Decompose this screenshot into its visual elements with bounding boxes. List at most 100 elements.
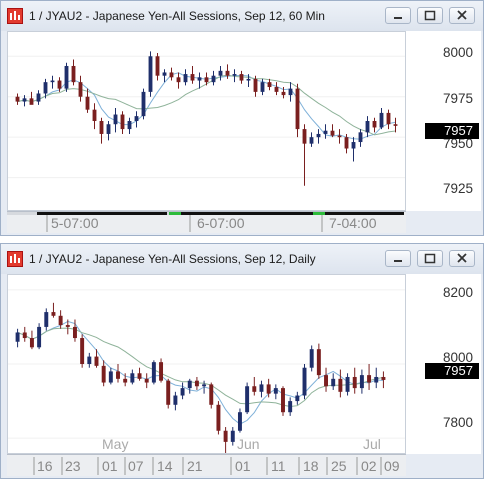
candle-down xyxy=(116,371,120,379)
minimize-icon xyxy=(394,17,402,19)
candle-down xyxy=(330,130,335,136)
candle-up xyxy=(345,376,350,392)
x-tick-label: 01 xyxy=(102,458,118,474)
candle-up xyxy=(202,384,207,387)
candle-down xyxy=(324,375,329,387)
candle-down xyxy=(85,96,90,110)
x-tick-label: 6-07:00 xyxy=(197,215,245,231)
candle-down xyxy=(281,91,286,96)
title-bar[interactable]: 1 / JYAU2 - Japanese Yen-All Sessions, S… xyxy=(1,244,483,274)
candle-down xyxy=(302,129,307,144)
candle-down xyxy=(239,74,244,81)
restore-icon xyxy=(424,10,436,21)
y-tick-label: 8200 xyxy=(442,285,473,300)
x-tick-label: 09 xyxy=(384,458,400,474)
candle-up xyxy=(273,388,278,394)
candle-down xyxy=(252,386,257,392)
candle-down xyxy=(337,135,342,138)
candle-down xyxy=(176,77,181,83)
candle-up xyxy=(316,133,321,138)
candle-up xyxy=(180,388,185,396)
candle-down xyxy=(281,388,285,413)
price-axis[interactable]: 8000 7975 7950 7925 7957 xyxy=(406,31,481,211)
candle-down xyxy=(92,109,97,121)
candle-down xyxy=(78,82,83,97)
restore-button[interactable] xyxy=(417,7,443,24)
candle-up xyxy=(323,130,328,134)
window-title: 1 / JYAU2 - Japanese Yen-All Sessions, S… xyxy=(29,9,325,23)
candle-up xyxy=(134,116,139,121)
price-plot-area[interactable] xyxy=(7,31,406,211)
candle-down xyxy=(253,78,258,92)
minimize-button[interactable] xyxy=(385,250,411,267)
restore-button[interactable] xyxy=(417,250,443,267)
candle-up xyxy=(141,91,146,117)
candle-up xyxy=(379,112,384,128)
candle-down xyxy=(22,332,27,339)
candle-up xyxy=(148,56,153,92)
time-axis[interactable]: 16 23 01 07 14 21 01 11 18 25 02 09 xyxy=(7,454,406,476)
candle-down xyxy=(316,349,321,376)
candle-up xyxy=(44,312,49,327)
x-tick-label: 23 xyxy=(65,458,81,474)
candle-down xyxy=(266,384,271,394)
candle-down xyxy=(367,375,372,383)
y-tick-label: 8000 xyxy=(442,350,473,365)
candle-up xyxy=(246,78,251,81)
candlestick-chart xyxy=(8,51,405,186)
month-label: Jul xyxy=(363,436,381,452)
candle-down xyxy=(381,376,386,380)
last-price-marker: 7957 xyxy=(425,363,479,379)
title-bar[interactable]: 1 / JYAU2 - Japanese Yen-All Sessions, S… xyxy=(1,1,483,31)
candle-up xyxy=(197,77,202,81)
close-icon xyxy=(457,10,467,20)
candle-up xyxy=(232,74,237,76)
candle-up xyxy=(64,65,69,89)
candle-down xyxy=(338,378,343,392)
candle-down xyxy=(352,376,357,389)
close-button[interactable] xyxy=(449,250,475,267)
ma-slow-line xyxy=(17,327,384,408)
candle-up xyxy=(127,121,132,130)
candle-down xyxy=(80,338,85,364)
y-tick-label: 8000 xyxy=(442,45,473,60)
candle-up xyxy=(309,137,314,144)
y-tick-label: 7950 xyxy=(442,136,473,151)
price-plot-area[interactable] xyxy=(7,274,406,455)
candle-down xyxy=(123,378,128,383)
candle-down xyxy=(194,380,199,387)
candle-down xyxy=(155,56,160,76)
close-button[interactable] xyxy=(449,7,475,24)
month-label: Jun xyxy=(237,436,260,452)
candle-up xyxy=(50,80,55,83)
candle-down xyxy=(166,380,171,405)
minimize-button[interactable] xyxy=(385,7,411,24)
candle-up xyxy=(359,375,364,389)
x-tick-label: 01 xyxy=(235,458,251,474)
candle-up xyxy=(260,82,265,92)
candle-down xyxy=(169,72,174,78)
candle-up xyxy=(87,356,92,364)
candle-up xyxy=(218,70,223,76)
candle-down xyxy=(58,315,63,326)
session-bar xyxy=(7,212,404,215)
candle-up xyxy=(259,384,264,392)
candle-down xyxy=(137,373,142,379)
candle-down xyxy=(209,384,214,405)
candle-up xyxy=(365,121,370,133)
candle-up xyxy=(173,395,178,405)
candle-up xyxy=(295,395,300,402)
x-tick-label: 11 xyxy=(271,458,286,474)
candle-down xyxy=(99,121,104,134)
candle-down xyxy=(120,114,125,130)
time-axis[interactable]: 5-07:00 6-07:00 7-04:00 xyxy=(7,211,406,233)
candle-up xyxy=(351,142,356,149)
candle-down xyxy=(393,124,398,126)
candle-down xyxy=(29,338,34,348)
candle-up xyxy=(130,373,135,383)
minimize-icon xyxy=(394,260,402,262)
price-axis[interactable]: 8200 8000 7800 7957 xyxy=(406,274,481,454)
candle-down xyxy=(71,65,76,83)
candle-down xyxy=(94,356,99,366)
candle-up xyxy=(237,412,242,431)
